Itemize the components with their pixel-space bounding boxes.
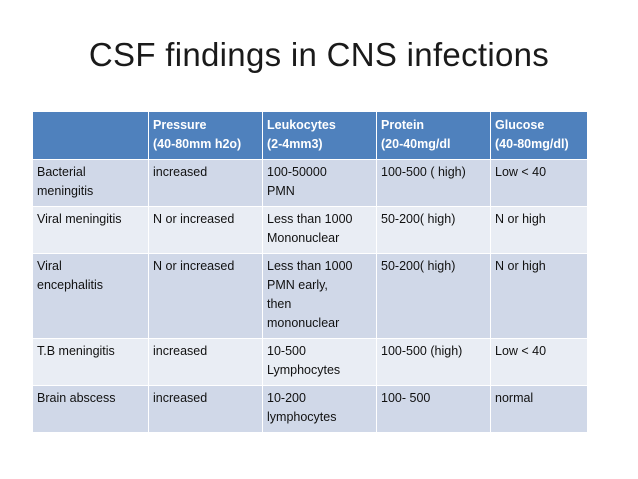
cell-pressure: N or increased [148, 206, 263, 254]
cell-text: Viral meningitis [37, 212, 122, 226]
cell-text: Low < 40 [495, 344, 547, 358]
cell-text: Mononuclear [267, 231, 340, 245]
cell-leukocytes: 10-500 Lymphocytes [262, 338, 377, 386]
cell-text: T.B meningitis [37, 344, 115, 358]
cell-text: 100-500 (high) [381, 344, 463, 358]
header-row: Pressure (40-80mm h2o) Leukocytes (2-4mm… [32, 111, 588, 160]
cell-text: 100-50000 [267, 165, 327, 179]
cell-text: meningitis [37, 184, 94, 198]
cell-text: Bacterial [37, 165, 86, 179]
cell-text: then [267, 297, 292, 311]
cell-pressure: N or increased [148, 253, 263, 339]
cell-text: 10-200 [267, 391, 306, 405]
cell-glucose: N or high [490, 253, 588, 339]
table-header: Pressure (40-80mm h2o) Leukocytes (2-4mm… [32, 111, 588, 160]
cell-text: normal [495, 391, 534, 405]
header-normal-range: (20-40mg/dl [381, 137, 451, 151]
header-cell-leukocytes: Leukocytes (2-4mm3) [262, 111, 377, 160]
table-row: Bacterial meningitis increased 100-50000 PMN… [32, 159, 588, 207]
cell-text: PMN early, [267, 278, 328, 292]
cell-protein: 100-500 ( high) [376, 159, 491, 207]
cell-pressure: increased [148, 159, 263, 207]
table-row: T.B meningitis increased 10-500 Lymphocytes… [32, 338, 588, 386]
cell-text: N or high [495, 259, 546, 273]
cell-text: PMN [267, 184, 295, 198]
cell-pressure: increased [148, 385, 263, 433]
cell-text: increased [153, 344, 208, 358]
cell-leukocytes: Less than 1000 Mononuclear [262, 206, 377, 254]
header-normal-range: (2-4mm3) [267, 137, 323, 151]
cell-protein: 50-200( high) [376, 206, 491, 254]
cell-text: mononuclear [267, 316, 340, 330]
cell-text: 100-500 ( high) [381, 165, 466, 179]
table-row: Viral meningitis N or increased Less than … [32, 206, 588, 254]
header-label: Pressure [153, 118, 207, 132]
cell-glucose: Low < 40 [490, 159, 588, 207]
cell-text: N or increased [153, 259, 235, 273]
table-row: Viral encephalitis N or increased Less than… [32, 253, 588, 339]
csf-findings-table: Pressure (40-80mm h2o) Leukocytes (2-4mm… [32, 111, 588, 433]
cell-text: Brain abscess [37, 391, 116, 405]
header-label: Leukocytes [267, 118, 336, 132]
cell-glucose: normal [490, 385, 588, 433]
table-row: Brain abscess increased 10-200 lymphocytes 1… [32, 385, 588, 433]
header-normal-range: (40-80mm h2o) [153, 137, 242, 151]
cell-text: Less than 1000 [267, 212, 353, 226]
cell-condition: Bacterial meningitis [32, 159, 149, 207]
header-cell-glucose: Glucose (40-80mg/dl) [490, 111, 588, 160]
cell-leukocytes: 100-50000 PMN [262, 159, 377, 207]
cell-leukocytes: 10-200 lymphocytes [262, 385, 377, 433]
cell-glucose: Low < 40 [490, 338, 588, 386]
cell-text: 50-200( high) [381, 212, 456, 226]
cell-protein: 100- 500 [376, 385, 491, 433]
slide-title: CSF findings in CNS infections [88, 36, 550, 73]
cell-text: 100- 500 [381, 391, 431, 405]
table-body: Bacterial meningitis increased 100-50000 PMN… [32, 159, 588, 433]
cell-leukocytes: Less than 1000 PMN early, then mononuclear [262, 253, 377, 339]
cell-protein: 50-200( high) [376, 253, 491, 339]
header-cell-empty [32, 111, 149, 160]
cell-text: lymphocytes [267, 410, 337, 424]
cell-text: 10-500 [267, 344, 306, 358]
header-cell-pressure: Pressure (40-80mm h2o) [148, 111, 263, 160]
cell-glucose: N or high [490, 206, 588, 254]
header-cell-protein: Protein (20-40mg/dl [376, 111, 491, 160]
cell-text: N or high [495, 212, 546, 226]
cell-text: Low < 40 [495, 165, 547, 179]
cell-text: 50-200( high) [381, 259, 456, 273]
cell-condition: T.B meningitis [32, 338, 149, 386]
cell-protein: 100-500 (high) [376, 338, 491, 386]
header-label: Protein [381, 118, 425, 132]
cell-pressure: increased [148, 338, 263, 386]
header-label: Glucose [495, 118, 545, 132]
cell-condition: Viral meningitis [32, 206, 149, 254]
cell-text: Viral [37, 259, 62, 273]
cell-text: increased [153, 165, 208, 179]
cell-text: encephalitis [37, 278, 104, 292]
cell-condition: Viral encephalitis [32, 253, 149, 339]
cell-text: Less than 1000 [267, 259, 353, 273]
cell-text: N or increased [153, 212, 235, 226]
cell-text: Lymphocytes [267, 363, 341, 377]
header-normal-range: (40-80mg/dl) [495, 137, 569, 151]
cell-text: increased [153, 391, 208, 405]
cell-condition: Brain abscess [32, 385, 149, 433]
